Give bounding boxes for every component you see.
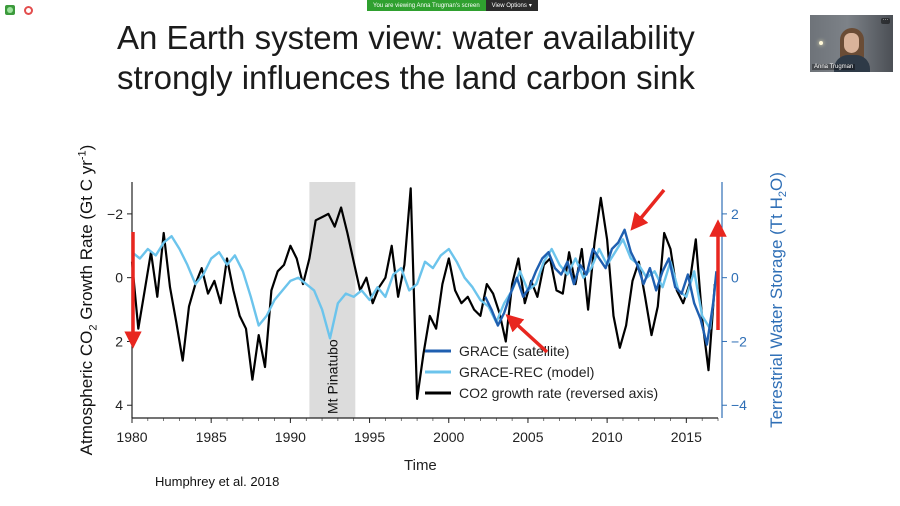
app-green-icon[interactable]	[5, 5, 15, 15]
x-tick-label: 2010	[592, 429, 623, 445]
red-arrow-icon	[505, 314, 549, 354]
y-right-tick-label: 0	[731, 270, 739, 286]
record-icon[interactable]	[24, 6, 33, 15]
y-left-tick-label: 4	[115, 397, 123, 413]
x-tick-label: 2015	[671, 429, 702, 445]
chevron-down-icon: ▾	[528, 3, 532, 9]
x-tick-label: 2000	[433, 429, 464, 445]
legend-entry: GRACE-REC (model)	[459, 364, 594, 380]
y-left-tick-label: −2	[107, 206, 123, 222]
y-left-tick-label: 0	[115, 270, 123, 286]
y-right-tick-label: 2	[731, 206, 739, 222]
citation: Humphrey et al. 2018	[155, 474, 280, 489]
slide-title: An Earth system view: water availability…	[117, 18, 797, 98]
view-options-label: View Options	[491, 2, 527, 9]
x-tick-label: 1980	[116, 429, 147, 445]
participant-video-tile[interactable]: ··· Anna Trugman	[810, 15, 893, 72]
y-left-tick-label: 2	[115, 333, 123, 349]
y-right-tick-label: −4	[731, 397, 747, 413]
series-line	[131, 234, 718, 340]
series-line	[484, 228, 718, 346]
slide-title-line-1: An Earth system view: water availability	[117, 19, 695, 56]
red-arrow-icon	[630, 188, 666, 231]
series-line	[130, 187, 716, 400]
y-axis-right-title: Terrestrial Water Storage (Tt H2O)	[766, 172, 790, 428]
x-tick-label: 1995	[354, 429, 385, 445]
legend-entry: GRACE (satellite)	[459, 343, 569, 359]
x-axis-title: Time	[404, 457, 437, 474]
x-tick-label: 2005	[512, 429, 543, 445]
legend-entry: CO2 growth rate (reversed axis)	[459, 385, 658, 401]
screen-share-bar: You are viewing Anna Trugman's screen Vi…	[367, 0, 538, 11]
legend: GRACE (satellite) GRACE-REC (model) CO2 gr…	[425, 343, 658, 401]
slide-title-line-2: strongly influences the land carbon sink	[117, 59, 695, 96]
lamp-icon	[819, 41, 823, 45]
x-tick-label: 1985	[196, 429, 227, 445]
x-tick-label: 1990	[275, 429, 306, 445]
shaded-region-label: Mt Pinatubo	[324, 339, 340, 414]
y-right-tick-label: −2	[731, 333, 747, 349]
participant-name: Anna Trugman	[812, 64, 856, 70]
more-options-icon[interactable]: ···	[881, 17, 890, 24]
screen-share-message: You are viewing Anna Trugman's screen	[367, 0, 486, 11]
y-axis-left-title: Atmospheric CO2 Growth Rate (Gt C yr-1)	[76, 144, 100, 456]
view-options-button[interactable]: View Options ▾	[485, 0, 538, 11]
